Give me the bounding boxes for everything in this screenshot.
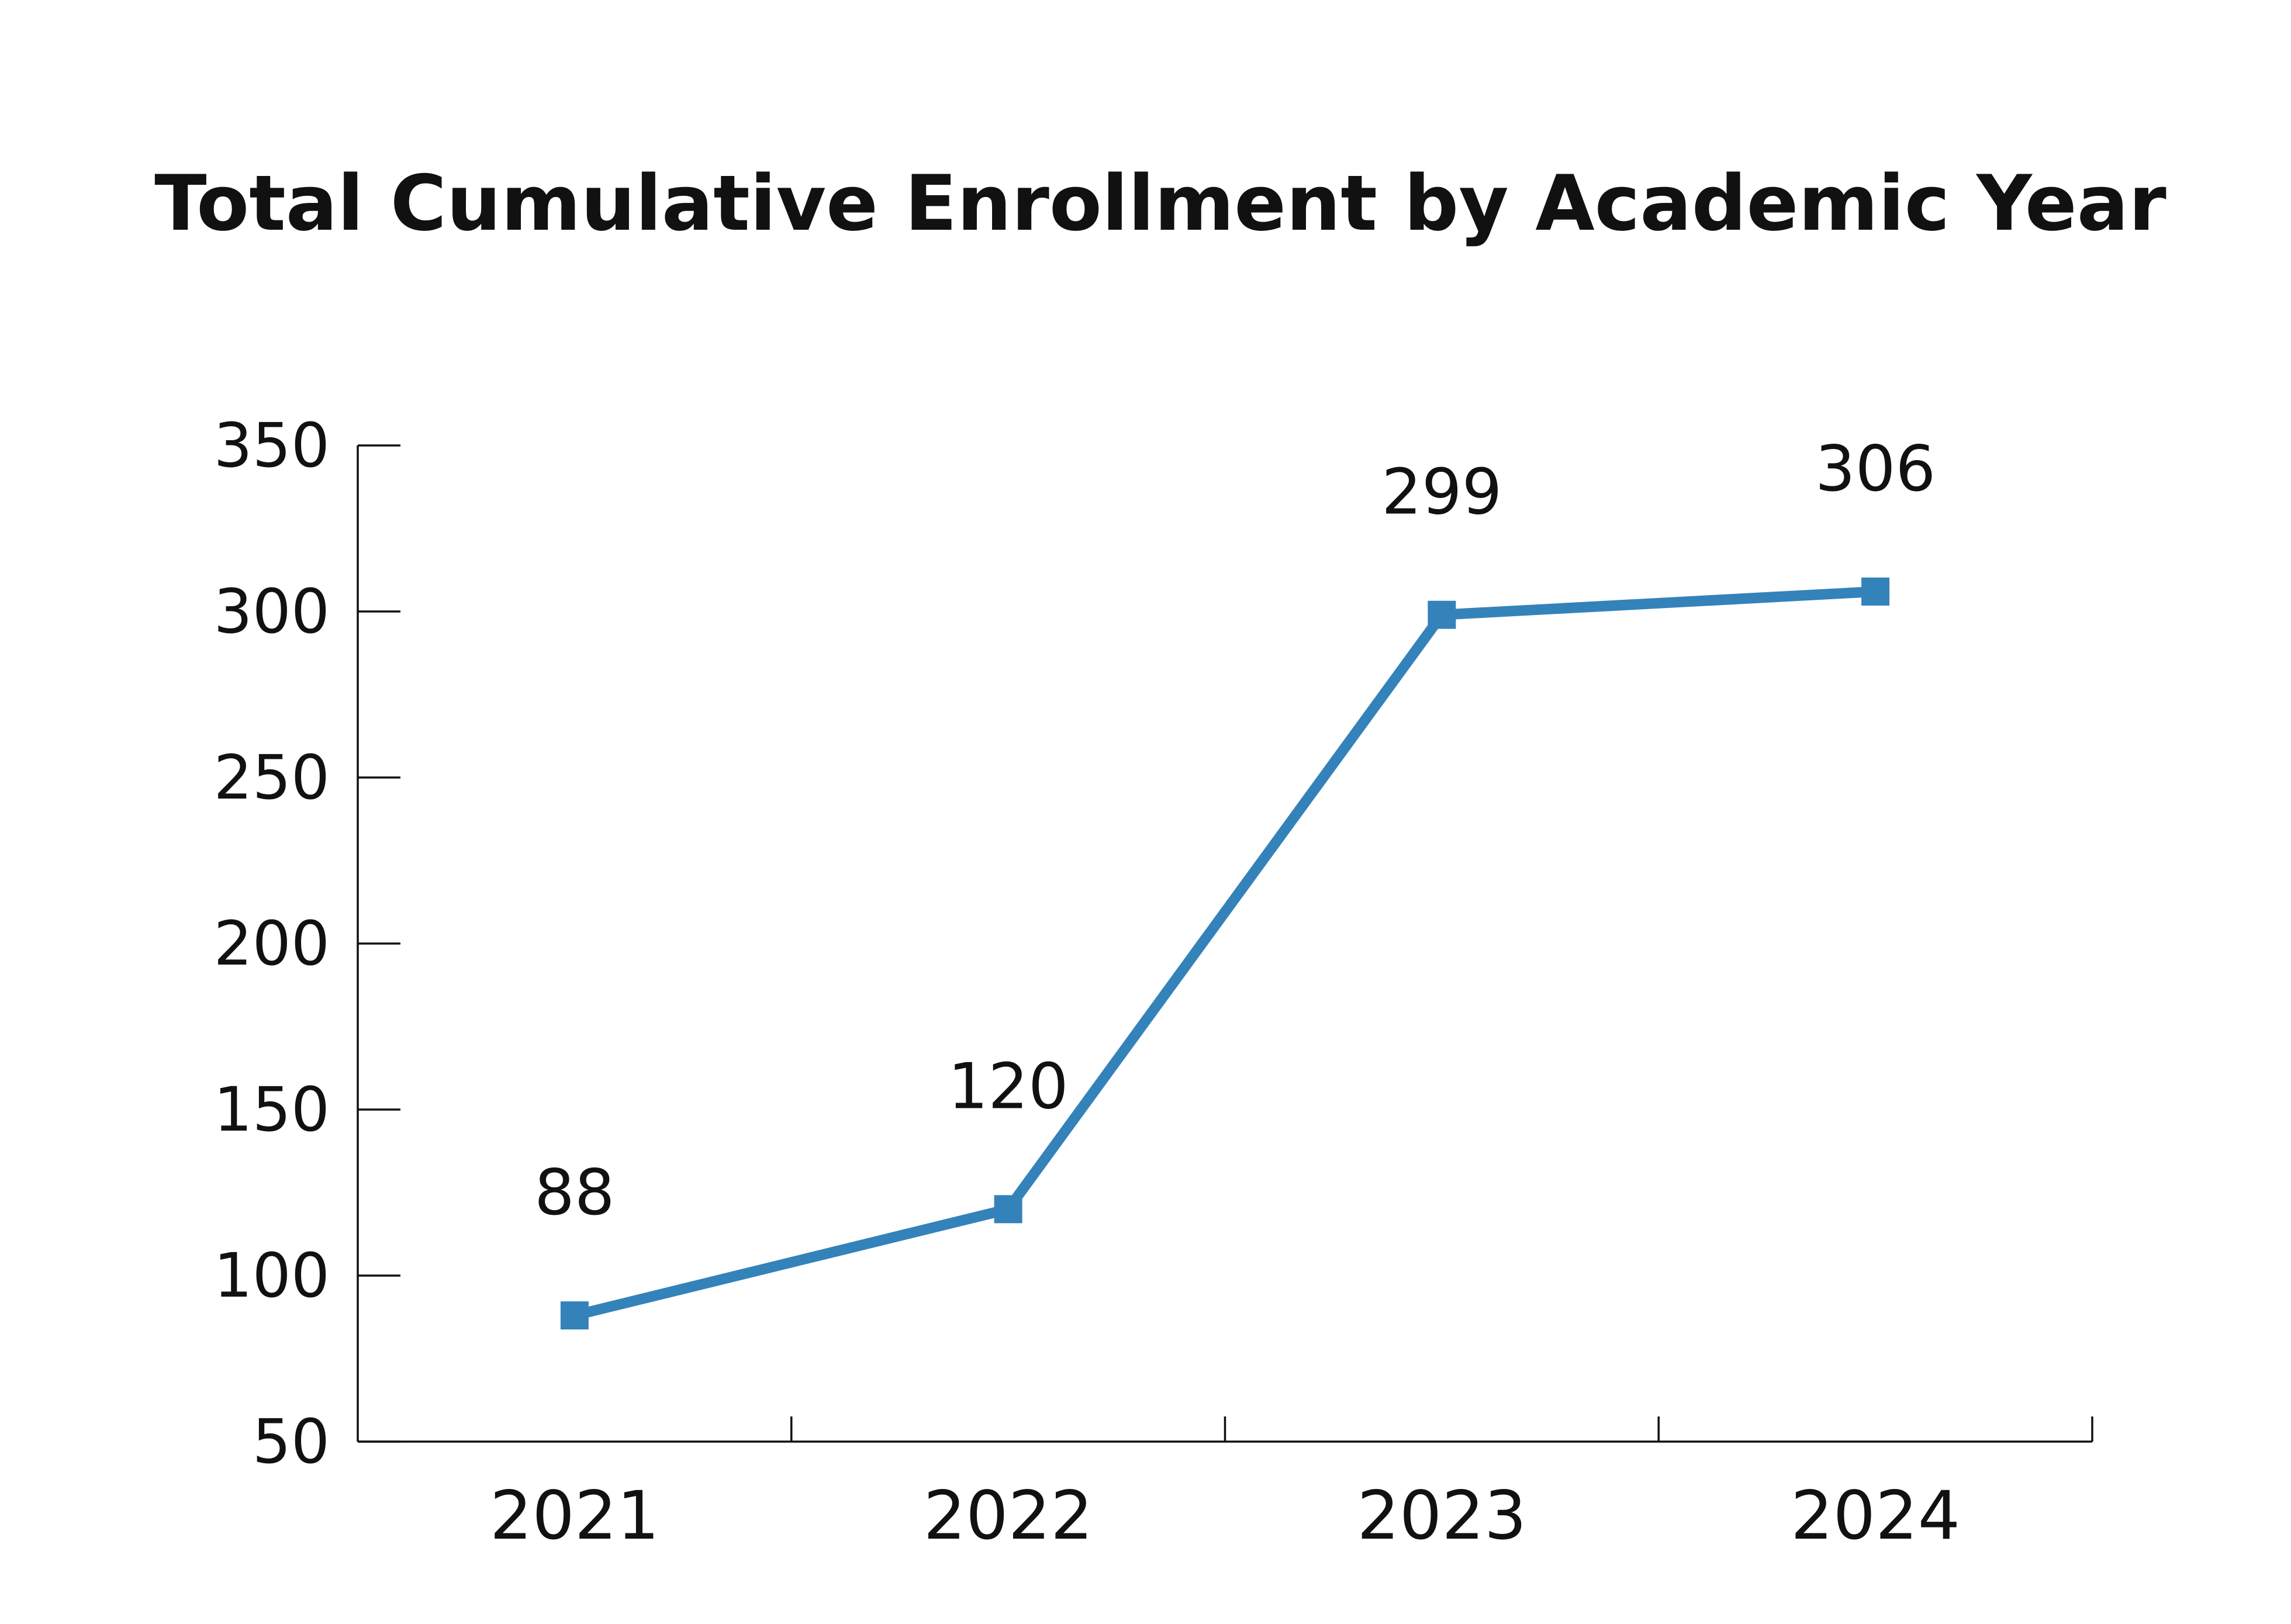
data-label: 88 — [534, 1156, 614, 1229]
data-markers — [560, 577, 1890, 1330]
data-point-marker — [994, 1195, 1022, 1224]
x-tick-label: 2024 — [1791, 1477, 1960, 1554]
data-point-marker — [1428, 600, 1456, 629]
chart-title: Total Cumulative Enrollment by Academic … — [154, 158, 2166, 248]
data-label: 306 — [1815, 433, 1936, 506]
data-point-marker — [560, 1301, 589, 1330]
y-tick-label: 300 — [213, 576, 330, 647]
x-tick-label: 2022 — [924, 1477, 1093, 1554]
y-tick-label: 250 — [213, 742, 330, 813]
data-point-marker — [1861, 577, 1890, 606]
y-tick-label: 50 — [253, 1406, 330, 1477]
data-label: 299 — [1381, 456, 1502, 529]
data-labels: 88 120 299 306 — [534, 433, 1936, 1229]
y-tick-label: 150 — [213, 1074, 330, 1145]
series-line — [573, 586, 1876, 1321]
x-axis-ticks: 2021 2022 2023 2024 — [490, 1416, 2093, 1554]
y-tick-label: 200 — [213, 908, 330, 979]
data-label: 120 — [948, 1050, 1069, 1123]
y-axis-ticks: 50 100 150 200 250 300 350 — [213, 410, 400, 1477]
y-tick-label: 100 — [213, 1240, 330, 1311]
x-tick-label: 2021 — [490, 1477, 659, 1554]
x-tick-label: 2023 — [1357, 1477, 1526, 1554]
series-line-group — [573, 586, 1876, 1321]
y-tick-label: 350 — [213, 410, 330, 481]
